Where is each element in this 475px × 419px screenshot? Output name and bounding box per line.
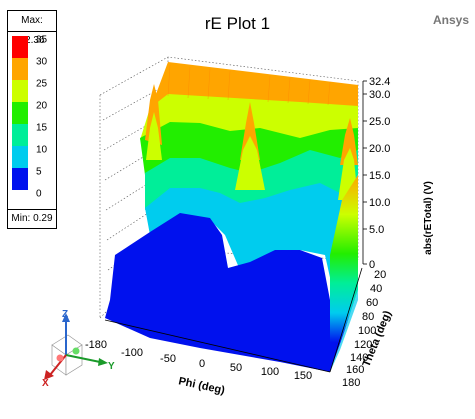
theta-axis-label: Theta (deg) [361,309,394,369]
legend-tick-label: 0 [36,189,42,200]
phi-tick-label: 0 [199,358,205,370]
phi-tick-label: -50 [160,353,176,365]
theta-tick-label: 20 [374,269,386,281]
triad-y-label: Y [108,361,115,372]
theta-tick-label: 120 [354,339,372,351]
color-legend[interactable]: Max: 32.36 35 30 25 20 15 10 5 0 Min: 0.29 [7,10,57,229]
plot-title: rE Plot 1 [204,14,271,33]
legend-swatch-35 [12,36,28,58]
legend-swatch-5 [12,168,28,190]
phi-axis-label: Phi (deg) [177,375,226,397]
legend-tick-label: 30 [36,57,48,68]
phi-axis-line [104,319,331,373]
surface-mesh [105,62,358,372]
phi-tick-label: 100 [261,366,279,378]
theta-tick-label: 40 [370,283,382,295]
legend-scale: 35 30 25 20 15 10 5 0 [12,35,48,200]
legend-swatch-30 [12,58,28,80]
phi-axis: -180 -100 -50 0 50 100 150 [85,339,312,382]
theta-tick-label: 160 [346,364,364,376]
legend-tick-label: 25 [36,79,48,90]
phi-tick-label: -100 [121,347,143,359]
legend-swatch-15 [12,124,28,146]
orientation-triad: Z Y X [42,309,115,389]
z-tick-label: 30.0 [369,89,390,101]
legend-tick-label: 15 [36,123,48,134]
brand-logo: Ansys [432,13,469,27]
theta-tick-label: 60 [366,297,378,309]
triad-z-label: Z [62,309,68,320]
theta-tick-label: 80 [362,311,374,323]
theta-tick-label: 100 [358,325,376,337]
legend-tick-label: 10 [36,145,48,156]
legend-tick-label: 20 [36,101,48,112]
phi-tick-label: 50 [230,362,242,374]
legend-min-label: Min: 0.29 [8,209,56,228]
z-tick-label: 25.0 [369,116,390,128]
z-axis-label: abs(rETotal) (V) [423,181,434,255]
z-tick-label: 20.0 [369,143,390,155]
legend-swatch-25 [12,80,28,102]
z-tick-label: 32.4 [369,76,390,88]
grid-box [99,56,359,319]
z-tick-label: 5.0 [369,224,384,236]
phi-tick-label: -180 [85,339,107,351]
theta-axis-line [329,267,363,373]
legend-swatch-10 [12,146,28,168]
z-tick-label: 15.0 [369,170,390,182]
triad-x-label: X [42,378,49,389]
z-tick-label: 10.0 [369,197,390,209]
legend-max-label: Max: 32.36 [8,11,56,46]
legend-tick-label: 5 [36,167,42,178]
legend-tick-label: 35 [36,35,48,46]
z-axis: 32.430.0 25.0 20.0 15.0 10.0 5.0 0 [362,76,390,271]
theta-tick-label: 140 [350,352,368,364]
legend-swatch-20 [12,102,28,124]
phi-tick-label: 150 [294,370,312,382]
z-tick-label: 0 [369,259,375,271]
theta-tick-label: 180 [342,377,360,389]
